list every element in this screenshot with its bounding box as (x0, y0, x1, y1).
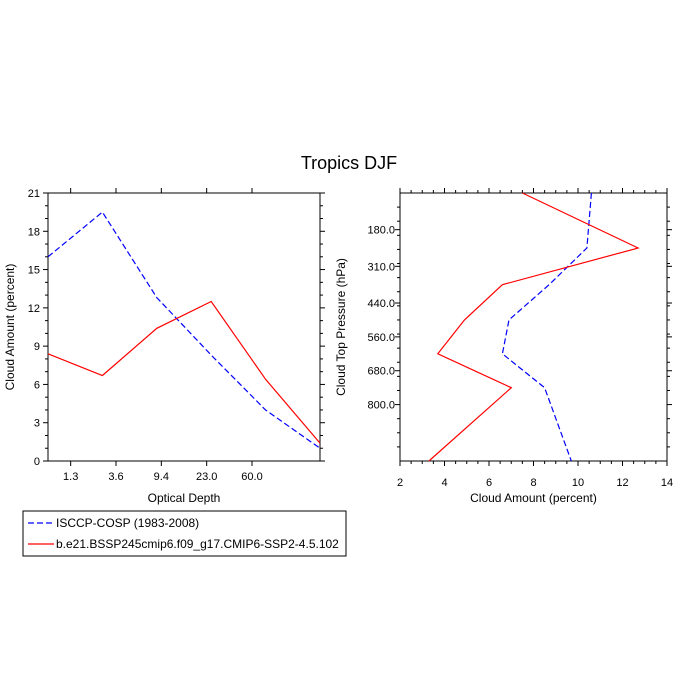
legend: ISCCP-COSP (1983-2008) b.e21.BSSP245cmip… (22, 510, 347, 557)
left-y-axis-label: Cloud Amount (percent) (3, 264, 17, 391)
left-y-tick-label: 12 (28, 303, 40, 315)
right-x-tick-label: 4 (441, 477, 447, 489)
right-series-obs (501, 192, 592, 462)
right-plot-frame (399, 192, 668, 462)
right-panel: 2 4 6 8 10 12 14 180.0 310.0 440.0 560.0 680.0 800.0… (334, 188, 673, 505)
right-y-tick-label: 680.0 (367, 366, 395, 378)
legend-box (22, 510, 347, 557)
right-y-tick-label: 440.0 (367, 298, 395, 310)
right-x-tick-label: 2 (397, 477, 403, 489)
left-y-tick-label: 9 (34, 341, 40, 353)
left-panel: 0 3 6 9 12 15 18 21 1.3 3.6 9.4 23.0 60.0 Optical Dep… (3, 188, 325, 505)
left-series-model (47, 300, 321, 444)
right-y-tick-label: 310.0 (367, 261, 395, 273)
left-plot-frame (47, 192, 321, 462)
chart-title: Tropics DJF (301, 153, 397, 173)
left-y-tick-label: 0 (34, 456, 40, 468)
left-x-tick-label: 3.6 (108, 471, 123, 483)
left-y-tick-label: 6 (34, 379, 40, 391)
left-x-tick-label: 9.4 (154, 471, 169, 483)
left-series-obs (47, 211, 321, 449)
right-y-tick-label: 560.0 (367, 332, 395, 344)
right-x-axis-label: Cloud Amount (percent) (470, 491, 597, 505)
left-x-axis-label: Optical Depth (148, 491, 221, 505)
right-x-tick-label: 10 (572, 477, 584, 489)
right-y-tick-label: 800.0 (367, 400, 395, 412)
legend-label-model: b.e21.BSSP245cmip6.f09_g17.CMIP6-SSP2-4.… (56, 537, 339, 551)
left-x-tick-label: 60.0 (241, 471, 262, 483)
right-series-model (428, 192, 640, 462)
left-y-tick-label: 3 (34, 418, 40, 430)
left-y-tick-label: 21 (28, 188, 40, 200)
right-x-tick-label: 6 (486, 477, 492, 489)
right-y-axis-label: Cloud Top Pressure (hPa) (334, 258, 348, 396)
left-x-tick-label: 1.3 (63, 471, 78, 483)
legend-label-obs: ISCCP-COSP (1983-2008) (56, 516, 199, 530)
right-y-tick-label: 180.0 (367, 225, 395, 237)
right-x-tick-label: 12 (616, 477, 628, 489)
left-y-tick-label: 18 (28, 226, 40, 238)
right-x-tick-label: 14 (661, 477, 673, 489)
right-x-tick-label: 8 (530, 477, 536, 489)
left-x-tick-label: 23.0 (196, 471, 217, 483)
left-y-tick-label: 15 (28, 265, 40, 277)
